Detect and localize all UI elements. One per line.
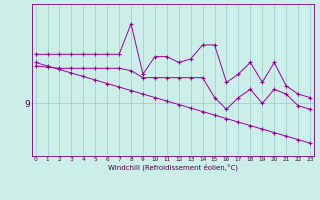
X-axis label: Windchill (Refroidissement éolien,°C): Windchill (Refroidissement éolien,°C) [108,164,238,171]
